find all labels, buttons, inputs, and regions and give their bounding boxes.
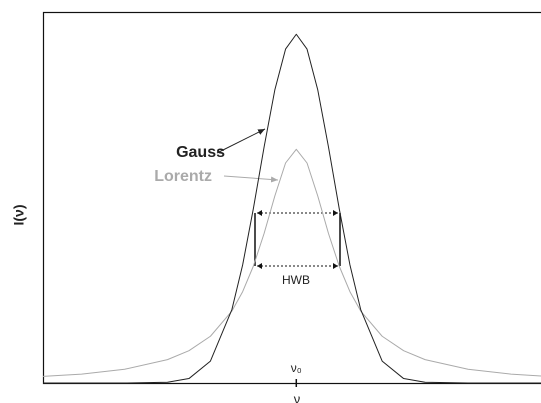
gauss-arrow bbox=[216, 128, 266, 154]
lorentz-arrow bbox=[223, 175, 279, 183]
y-axis-label: I(ν) bbox=[11, 205, 27, 226]
hwb-label: HWB bbox=[282, 273, 310, 287]
x-axis-label: ν bbox=[294, 391, 301, 403]
x-tick-label: ν₀ bbox=[291, 361, 302, 375]
series-line bbox=[43, 33, 541, 384]
lorentz-label: Lorentz bbox=[154, 168, 212, 185]
gauss-label: Gauss bbox=[176, 144, 225, 161]
series-line bbox=[42, 148, 541, 377]
plot-frame bbox=[42, 11, 541, 385]
